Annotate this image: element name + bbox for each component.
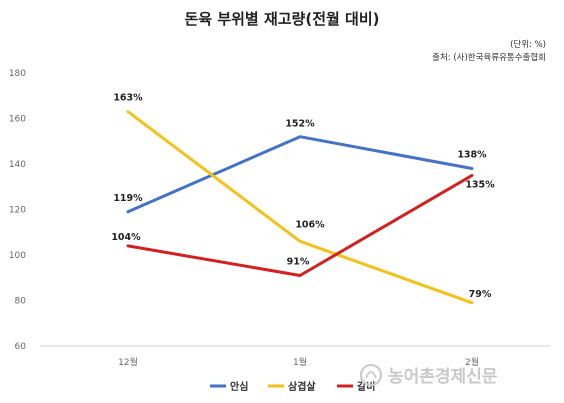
data-label: 79% (469, 289, 492, 300)
data-label: 106% (295, 219, 325, 230)
y-tick-label: 80 (15, 297, 27, 307)
watermark-text: 농어촌경제신문 (388, 367, 498, 387)
legend: 안심 삼겹살 갈비 (210, 380, 375, 393)
data-label: 152% (285, 119, 315, 130)
y-tick-label: 140 (9, 160, 26, 170)
data-label: 163% (113, 93, 143, 104)
series-line-삼겹살 (126, 110, 474, 305)
legend-label: 삼겹살 (288, 380, 316, 393)
source-note: 출처: (사)한국육류유통수출협회 (432, 52, 546, 63)
y-tick-label: 100 (9, 251, 26, 261)
data-label: 138% (457, 150, 487, 161)
series-group (126, 110, 474, 305)
watermark: 농어촌경제신문 (359, 363, 498, 387)
watermark-logo-icon (359, 363, 383, 387)
x-axis: 12월 1월 2월 (118, 356, 479, 368)
chart-title: 돈육 부위별 재고량(전월 대비) (185, 10, 380, 28)
y-tick-label: 120 (9, 206, 26, 216)
series-line-갈비 (126, 173, 474, 277)
data-label: 104% (111, 232, 141, 243)
x-tick-label: 1월 (293, 356, 307, 368)
y-tick-label: 60 (15, 342, 27, 352)
data-label: 119% (113, 193, 143, 204)
data-label: 135% (465, 179, 495, 190)
series-line-안심 (126, 135, 474, 214)
x-tick-label: 12월 (118, 356, 138, 368)
y-tick-label: 180 (9, 69, 26, 79)
legend-label: 안심 (230, 380, 248, 393)
x-tick-label: 2월 (465, 356, 479, 368)
data-label: 91% (287, 256, 310, 267)
unit-note: (단위: %) (510, 39, 546, 50)
data-labels: 119% 152% 138% 163% 106% 79% 104% 91% 135% (111, 93, 495, 300)
watermark-leaf-icon (365, 371, 377, 379)
y-axis: 60 80 100 120 140 160 180 (9, 69, 26, 352)
y-tick-label: 160 (9, 115, 26, 125)
legend-label: 갈비 (357, 380, 375, 393)
